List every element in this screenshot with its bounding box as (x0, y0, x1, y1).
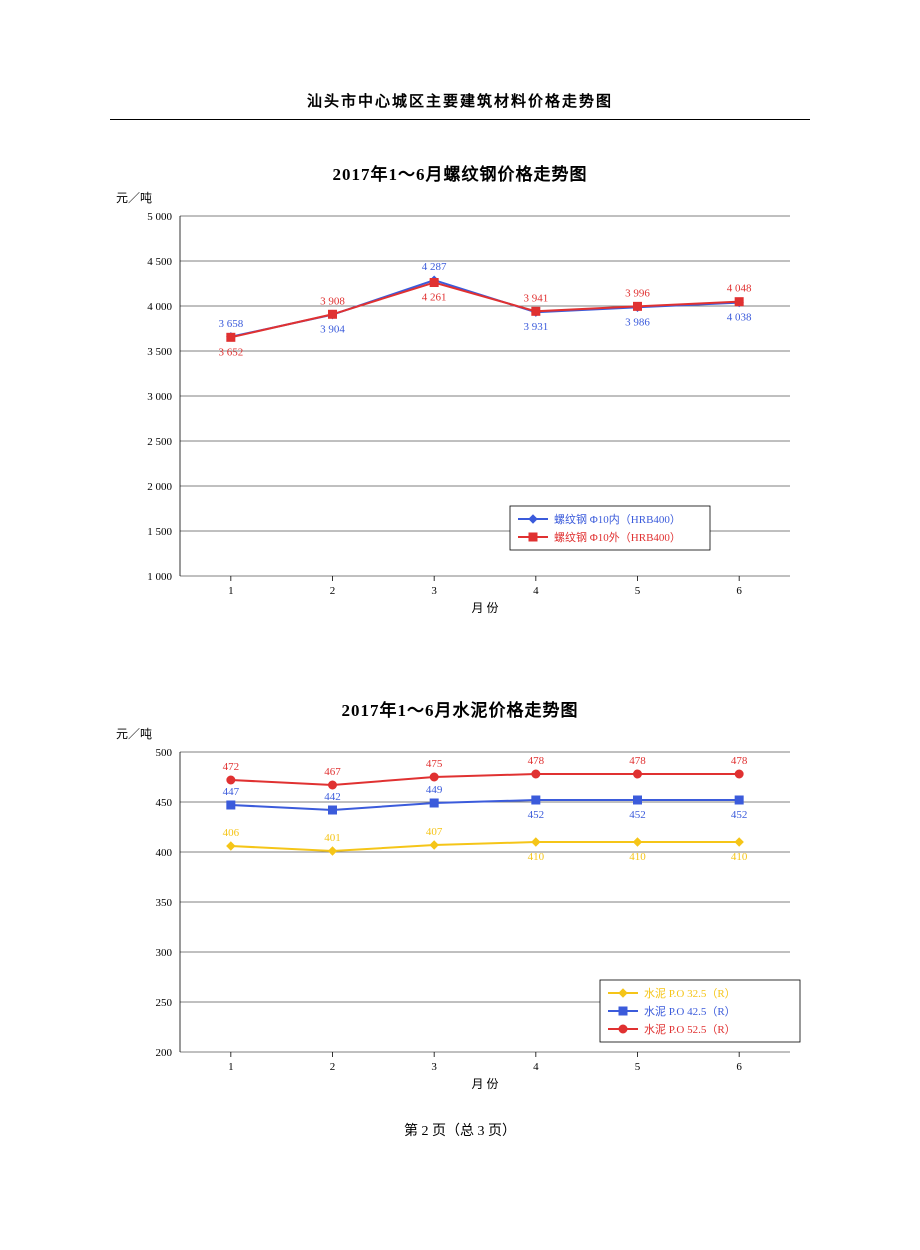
svg-text:5 000: 5 000 (147, 211, 172, 223)
chart-rebar: 2017年1～6月螺纹钢价格走势图 元／吨 1 000 1 500 2 000 2 5… (110, 160, 810, 626)
svg-text:水泥 P.O 32.5（R）: 水泥 P.O 32.5（R） (644, 987, 736, 1000)
svg-text:500: 500 (156, 747, 173, 759)
page-footer: 第 2 页（总 3 页） (0, 1120, 920, 1140)
svg-text:月 份: 月 份 (471, 1077, 498, 1091)
svg-text:月 份: 月 份 (471, 601, 498, 615)
svg-text:4 500: 4 500 (147, 256, 172, 268)
svg-text:300: 300 (156, 947, 173, 959)
svg-text:350: 350 (156, 897, 173, 909)
svg-text:4 261: 4 261 (422, 292, 447, 304)
chart2-ylabel: 元／吨 (116, 725, 810, 742)
svg-text:6: 6 (736, 585, 742, 597)
chart1-svg: 1 000 1 500 2 000 2 500 3 000 3 500 4 000 4 500… (110, 206, 810, 626)
svg-text:467: 467 (324, 766, 341, 778)
svg-text:410: 410 (731, 851, 748, 863)
svg-text:5: 5 (635, 585, 641, 597)
svg-text:4 038: 4 038 (727, 312, 752, 324)
chart1-ylabel: 元／吨 (116, 189, 810, 206)
svg-text:4: 4 (533, 1061, 539, 1073)
svg-text:475: 475 (426, 758, 443, 770)
svg-text:447: 447 (223, 786, 240, 798)
svg-text:3 000: 3 000 (147, 391, 172, 403)
svg-text:200: 200 (156, 1047, 173, 1059)
svg-text:3: 3 (431, 585, 437, 597)
svg-text:449: 449 (426, 784, 443, 796)
svg-text:6: 6 (736, 1061, 742, 1073)
svg-text:450: 450 (156, 797, 173, 809)
svg-text:2: 2 (330, 1061, 336, 1073)
svg-text:478: 478 (528, 755, 545, 767)
chart2-svg: 200 250 300 350 400 450 500 1 2 3 4 5 6 月 份 406 401 407 4… (110, 742, 810, 1102)
svg-text:401: 401 (324, 832, 341, 844)
chart2-title: 2017年1～6月水泥价格走势图 (110, 696, 810, 721)
svg-text:4 000: 4 000 (147, 301, 172, 313)
svg-text:1 500: 1 500 (147, 526, 172, 538)
svg-text:1: 1 (228, 1061, 234, 1073)
svg-text:4 048: 4 048 (727, 283, 752, 295)
svg-text:478: 478 (629, 755, 646, 767)
chart-cement: 2017年1～6月水泥价格走势图 元／吨 200 250 300 350 400 450 5… (110, 696, 810, 1102)
svg-text:4: 4 (533, 585, 539, 597)
svg-text:4 287: 4 287 (422, 261, 447, 273)
svg-text:1 000: 1 000 (147, 571, 172, 583)
svg-text:407: 407 (426, 826, 443, 838)
svg-text:3 941: 3 941 (523, 292, 548, 304)
svg-text:3: 3 (431, 1061, 437, 1073)
svg-text:452: 452 (629, 809, 646, 821)
svg-text:410: 410 (629, 851, 646, 863)
svg-text:406: 406 (223, 827, 240, 839)
svg-text:3 658: 3 658 (218, 318, 243, 330)
svg-text:2 000: 2 000 (147, 481, 172, 493)
svg-text:3 904: 3 904 (320, 324, 345, 336)
svg-text:5: 5 (635, 1061, 641, 1073)
svg-text:水泥 P.O 42.5（R）: 水泥 P.O 42.5（R） (644, 1005, 736, 1018)
svg-text:水泥 P.O 52.5（R）: 水泥 P.O 52.5（R） (644, 1023, 736, 1036)
svg-text:1: 1 (228, 585, 234, 597)
svg-text:螺纹钢 Φ10外（HRB400）: 螺纹钢 Φ10外（HRB400） (554, 530, 681, 544)
svg-text:3 986: 3 986 (625, 316, 650, 328)
svg-text:3 652: 3 652 (218, 346, 243, 358)
svg-text:478: 478 (731, 755, 748, 767)
header-divider (110, 119, 810, 120)
svg-text:472: 472 (223, 761, 240, 773)
svg-text:2: 2 (330, 585, 336, 597)
svg-text:400: 400 (156, 847, 173, 859)
svg-text:3 500: 3 500 (147, 346, 172, 358)
svg-text:410: 410 (528, 851, 545, 863)
svg-text:250: 250 (156, 997, 173, 1009)
svg-text:3 996: 3 996 (625, 287, 650, 299)
svg-text:2 500: 2 500 (147, 436, 172, 448)
svg-text:3 931: 3 931 (523, 321, 548, 333)
svg-text:3 908: 3 908 (320, 295, 345, 307)
chart1-title: 2017年1～6月螺纹钢价格走势图 (110, 160, 810, 185)
page: 汕头市中心城区主要建筑材料价格走势图 2017年1～6月螺纹钢价格走势图 元／吨… (0, 0, 920, 1140)
svg-text:螺纹钢 Φ10内（HRB400）: 螺纹钢 Φ10内（HRB400） (554, 512, 681, 526)
svg-text:452: 452 (731, 809, 748, 821)
svg-text:442: 442 (324, 791, 341, 803)
page-header: 汕头市中心城区主要建筑材料价格走势图 (0, 90, 920, 111)
svg-text:452: 452 (528, 809, 545, 821)
